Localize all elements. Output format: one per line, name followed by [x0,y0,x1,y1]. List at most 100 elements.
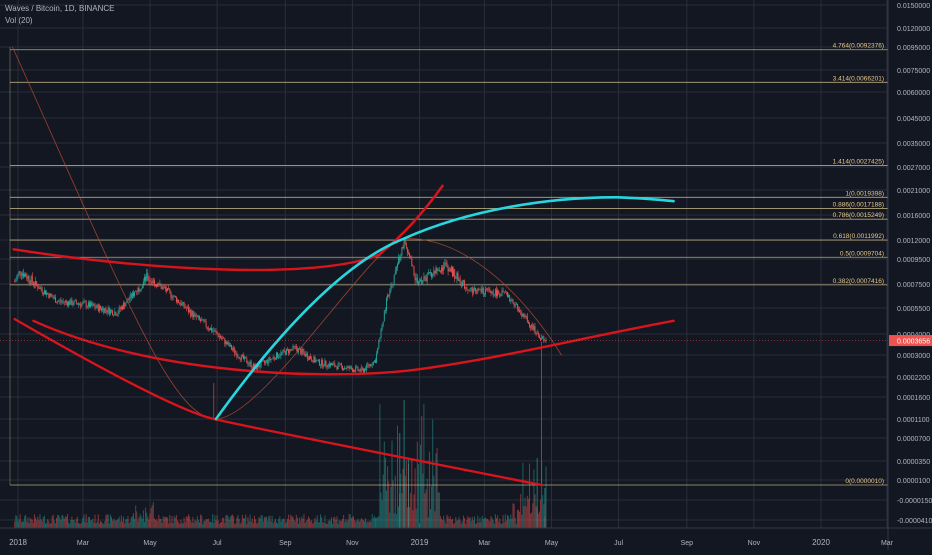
volume-bar [145,507,147,528]
candle-body [94,305,96,308]
volume-bar [339,520,341,528]
candle-body [334,363,336,367]
volume-bar [51,516,53,528]
candle-body [251,367,253,368]
candle-body [164,287,166,289]
candle-body [342,365,343,370]
candle-body [417,281,419,284]
candle-body [273,356,275,359]
volume-bar [523,505,525,528]
candle-body [468,290,470,292]
volume-bar [333,517,335,528]
fib-level-label: 1.414(0.0027425) [833,159,884,166]
candle-body [358,369,360,371]
chart-title: Waves / Bitcoin, 1D, BINANCE [5,4,115,13]
volume-bar [384,457,386,528]
candle-body [197,316,199,317]
volume-bar [338,520,340,528]
candle-body [38,288,40,290]
candle-body [193,313,195,318]
candle-body [340,363,342,366]
volume-bar [302,518,304,528]
candle-body [73,300,75,305]
candle-body [23,273,24,277]
candle-body [504,291,506,293]
volume-bar [346,521,348,528]
volume-bar [232,514,233,528]
candle-body [494,289,496,296]
volume-bar [349,514,351,528]
candle-body [419,281,420,282]
volume-bar [41,521,43,528]
volume-bar [538,511,540,528]
volume-bar [280,521,282,528]
volume-bar [178,522,180,528]
volume-bar [148,519,150,528]
candle-body [200,319,202,322]
candle-body [510,299,512,302]
volume-bar [107,514,109,528]
volume-bar [329,520,331,528]
candle-body [241,355,243,356]
candle-body [214,330,216,332]
candle-body [104,308,106,313]
candle-body [406,248,408,253]
volume-bar [195,521,197,528]
candle-body [196,316,198,318]
volume-bar [480,521,482,528]
volume-bar [229,516,231,528]
volume-bar [278,518,280,528]
candle-body [170,291,172,298]
volume-bar [446,514,448,528]
candle-body [458,279,460,281]
candle-body [205,321,207,327]
candle-body [282,349,284,353]
volume-bar [537,513,539,528]
volume-bar [449,516,451,528]
volume-bar [326,523,328,528]
candle-body [520,312,522,313]
candle-body [294,346,296,347]
candle-body [448,268,450,272]
candle-body [151,281,153,284]
volume-bar [153,518,155,528]
volume-bar [530,513,532,528]
candle-body [48,293,50,298]
volume-bar [516,509,518,528]
candle-body [478,288,480,290]
candle-body [37,285,39,289]
candle-body [53,297,55,299]
candle-body [391,284,393,286]
volume-bar [296,517,298,528]
candle-body [79,303,81,305]
candle-body [511,299,513,300]
candle-body [266,360,268,362]
candle-body [354,370,356,372]
candle-body [459,279,461,285]
candle-body [543,336,545,341]
candle-body [43,290,45,294]
candle-body [306,353,308,359]
candle-body [51,295,53,298]
candle-body [378,341,380,348]
candle-body [257,364,259,370]
candle-body [357,366,359,371]
volume-bar [344,521,346,528]
volume-indicator-label[interactable]: Vol (20) [5,16,33,25]
y-tick-label: 0.0016000 [897,213,930,220]
volume-bar [394,475,396,528]
y-tick-label: 0.0000700 [897,436,930,443]
y-tick-label: 0.0045000 [897,116,930,123]
volume-bar [73,519,75,528]
candle-body [289,349,291,354]
volume-bar [233,516,235,528]
candle-body [133,292,134,297]
candle-body [142,281,144,286]
y-tick-label: 0.0012000 [897,238,930,245]
x-tick-label: Mar [881,540,894,547]
candle-body [207,327,209,329]
candle-body [153,280,155,286]
volume-bar [45,523,46,528]
volume-bar [189,516,191,528]
